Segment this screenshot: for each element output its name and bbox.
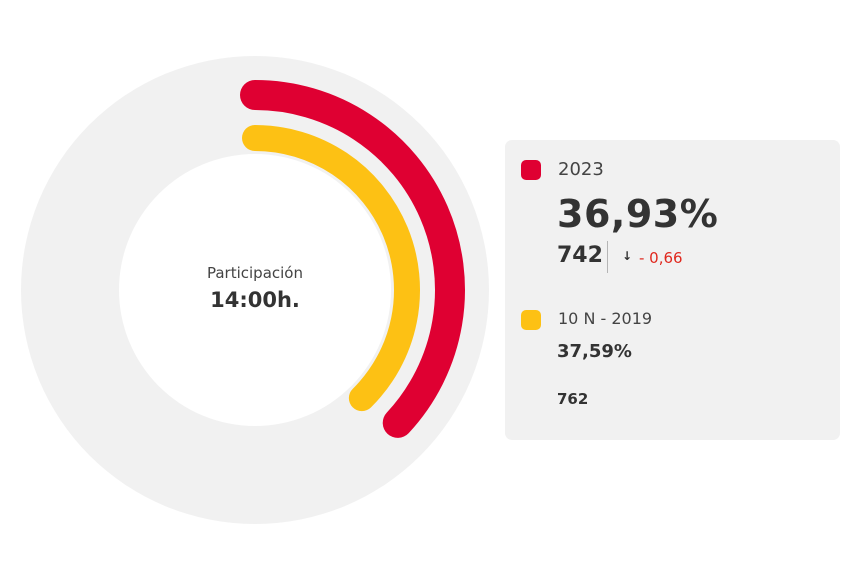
percent-difference: - 0,66 — [639, 249, 683, 267]
chart-center-time: 14:00h. — [210, 288, 300, 312]
chart-center-caption: Participación — [206, 264, 303, 282]
legend-label-2023: 2023 — [558, 159, 604, 180]
arc-2023 — [240, 80, 465, 438]
legend-swatch-2023 — [521, 160, 541, 180]
arrow-down-icon: ↓ — [622, 249, 633, 263]
divider — [607, 241, 608, 273]
votes-2019: 762 — [557, 390, 589, 408]
percent-2023: 36,93% — [557, 192, 719, 236]
arc-2019 — [242, 125, 420, 412]
percent-2019: 37,59% — [557, 341, 632, 362]
legend-swatch-2019 — [521, 310, 541, 330]
legend-panel: 2023 36,93% 742 ↓ - 0,66 10 N - 2019 37,… — [505, 140, 840, 440]
legend-label-2019: 10 N - 2019 — [558, 309, 653, 328]
votes-2023: 742 — [557, 243, 603, 268]
chart-hole — [119, 154, 391, 426]
participation-chart — [21, 56, 489, 524]
